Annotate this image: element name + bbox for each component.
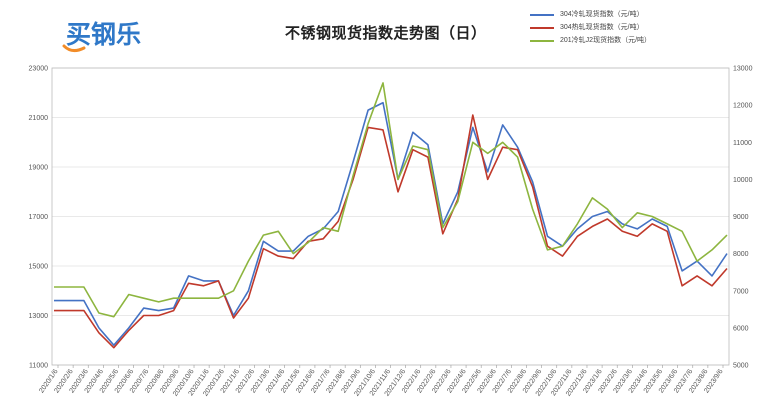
right-y-tick-label: 12000 <box>733 103 753 110</box>
legend-swatch-304-hot <box>530 27 554 29</box>
right-y-tick-label: 6000 <box>733 325 749 332</box>
chart-title: 不锈钢现货指数走势图（日） <box>285 25 487 42</box>
legend-item-201-cold: 201冷轧J2现货指数（元/吨） <box>520 34 651 47</box>
legend-label-304-hot: 304热轧现货指数（元/吨） <box>560 24 644 31</box>
legend-item-304-cold: 304冷轧现货指数（元/吨） <box>520 8 651 21</box>
right-y-tick-label: 7000 <box>733 288 749 295</box>
right-y-tick-label: 13000 <box>733 66 753 73</box>
legend: 304冷轧现货指数（元/吨） 304热轧现货指数（元/吨） 201冷轧J2现货指… <box>520 8 651 47</box>
left-y-tick-label: 19000 <box>29 165 49 172</box>
logo: 买钢乐 <box>62 16 168 56</box>
right-y-tick-label: 10000 <box>733 177 753 184</box>
legend-label-201-cold: 201冷轧J2现货指数（元/吨） <box>560 37 652 44</box>
left-y-tick-label: 21000 <box>29 115 49 122</box>
series-line-2 <box>54 82 728 318</box>
x-axis: 2020/1/62020/2/62020/3/62020/4/62020/5/6… <box>38 365 725 398</box>
left-y-axis: 11000 13000 15000 17000 19000 21000 23000 <box>29 66 49 370</box>
left-y-tick-label: 13000 <box>29 313 49 320</box>
right-y-axis: 5000 6000 7000 8000 9000 10000 11000 12000 13000 <box>733 66 753 370</box>
left-y-tick-label: 15000 <box>29 264 49 271</box>
right-y-tick-label: 9000 <box>733 214 749 221</box>
right-y-tick-label: 11000 <box>733 140 752 147</box>
left-y-tick-label: 11000 <box>29 363 48 370</box>
legend-item-304-hot: 304热轧现货指数（元/吨） <box>520 21 651 34</box>
series-lines <box>54 82 728 349</box>
legend-label-304-cold: 304冷轧现货指数（元/吨） <box>560 11 644 18</box>
series-line-1 <box>54 114 728 349</box>
logo-text: 买钢乐 <box>66 20 141 49</box>
left-y-tick-label: 23000 <box>29 66 49 73</box>
right-y-tick-label: 8000 <box>733 251 749 258</box>
right-y-tick-label: 5000 <box>733 363 749 370</box>
left-y-tick-label: 17000 <box>29 214 49 221</box>
legend-swatch-304-cold <box>530 14 554 16</box>
legend-swatch-201-cold <box>530 40 554 42</box>
grid-lines <box>52 67 729 366</box>
logo-mark: 买钢乐 <box>62 20 141 53</box>
